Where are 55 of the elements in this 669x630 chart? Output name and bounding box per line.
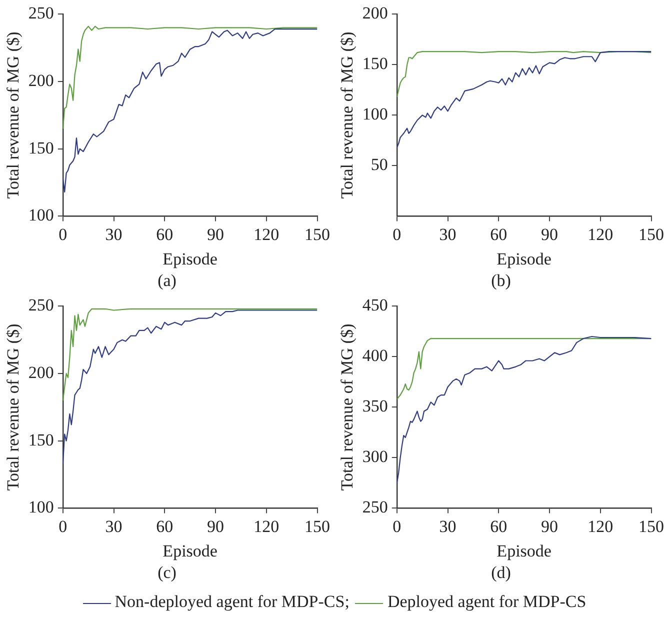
x-tick-label: 120 [588,224,614,244]
x-axis-title: Episode [496,249,552,268]
y-tick-label: 200 [28,363,54,382]
x-tick-label: 0 [392,224,402,244]
x-tick-label: 90 [207,516,224,536]
x-tick-label: 60 [156,224,174,244]
y-tick-label: 450 [362,296,388,315]
x-tick-label: 150 [638,516,664,536]
y-tick-label: 250 [28,4,54,23]
y-tick-label: 400 [362,346,388,366]
legend-label: Non-deployed agent for MDP-CS; [114,592,350,612]
x-tick-label: 0 [58,516,68,536]
y-tick-label: 100 [362,104,388,124]
y-tick-label: 100 [28,206,54,225]
x-tick-label: 30 [439,516,456,536]
x-tick-label: 90 [541,224,558,244]
x-tick-label: 150 [304,224,330,244]
y-tick-label: 50 [370,155,388,174]
legend-label: Deployed agent for MDP-CS [386,592,586,612]
y-tick-label: 300 [362,447,388,466]
x-tick-label: 60 [156,516,174,536]
y-tick-label: 250 [362,498,388,517]
x-axis-title: Episode [162,249,218,268]
x-tick-label: 60 [490,516,508,536]
x-tick-label: 90 [207,224,224,244]
y-tick-label: 250 [28,296,54,315]
x-axis-title: Episode [162,541,218,560]
x-tick-label: 150 [304,516,330,536]
y-tick-label: 150 [362,54,388,74]
x-tick-label: 30 [439,224,456,244]
text: (c) [156,562,178,584]
x-tick-label: 0 [58,224,68,244]
x-tick-label: 120 [254,516,280,536]
x-tick-label: 30 [105,224,122,244]
text: (d) [490,562,512,584]
y-axis-title: Total revenue of MG ($) [4,32,23,199]
x-tick-label: 0 [392,516,402,536]
x-tick-label: 120 [254,224,280,244]
x-tick-label: 30 [105,516,122,536]
y-axis-title: Total revenue of MG ($) [4,324,23,491]
x-axis-title: Episode [496,541,552,560]
y-tick-label: 200 [362,4,388,23]
text: (b) [490,270,512,292]
y-tick-label: 350 [362,396,388,416]
y-axis-title: Total revenue of MG ($) [338,324,357,491]
y-tick-label: 150 [28,138,54,158]
y-tick-label: 100 [28,498,54,517]
x-tick-label: 60 [490,224,508,244]
x-tick-label: 150 [638,224,664,244]
y-tick-label: 200 [28,71,54,90]
x-tick-label: 120 [588,516,614,536]
x-tick-label: 90 [541,516,558,536]
y-tick-label: 150 [28,430,54,450]
text: (a) [156,270,178,292]
y-axis-title: Total revenue of MG ($) [338,32,357,199]
